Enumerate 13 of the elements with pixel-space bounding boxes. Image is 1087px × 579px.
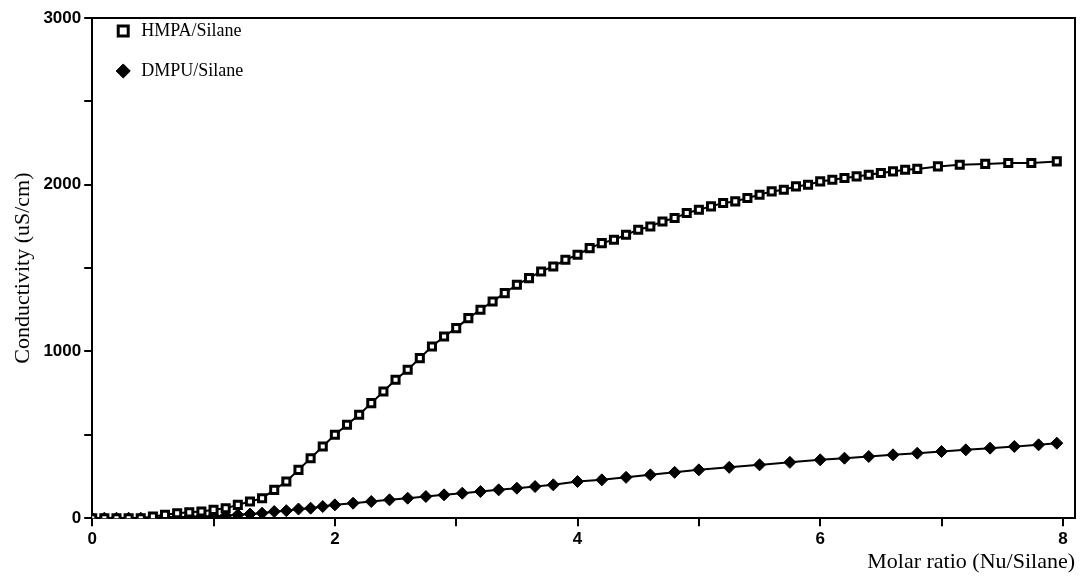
y-tick-label: 3000 [43,7,82,27]
y-tick-label: 1000 [43,341,82,361]
y-tick-label: 2000 [43,174,82,194]
y-axis-title: Conductivity (uS/cm) [8,172,34,364]
legend-label: DMPU/Silane [141,59,244,80]
x-axis-title: Molar ratio (Nu/Silane) [867,547,1075,573]
x-tick-label: 8 [1058,529,1068,549]
x-tick-label: 4 [572,529,583,549]
x-tick-label: 6 [815,529,825,549]
y-tick-label: 0 [71,507,82,527]
x-tick-label: 2 [330,529,340,549]
x-tick-label: 0 [87,529,97,549]
legend-label: HMPA/Silane [141,19,242,40]
